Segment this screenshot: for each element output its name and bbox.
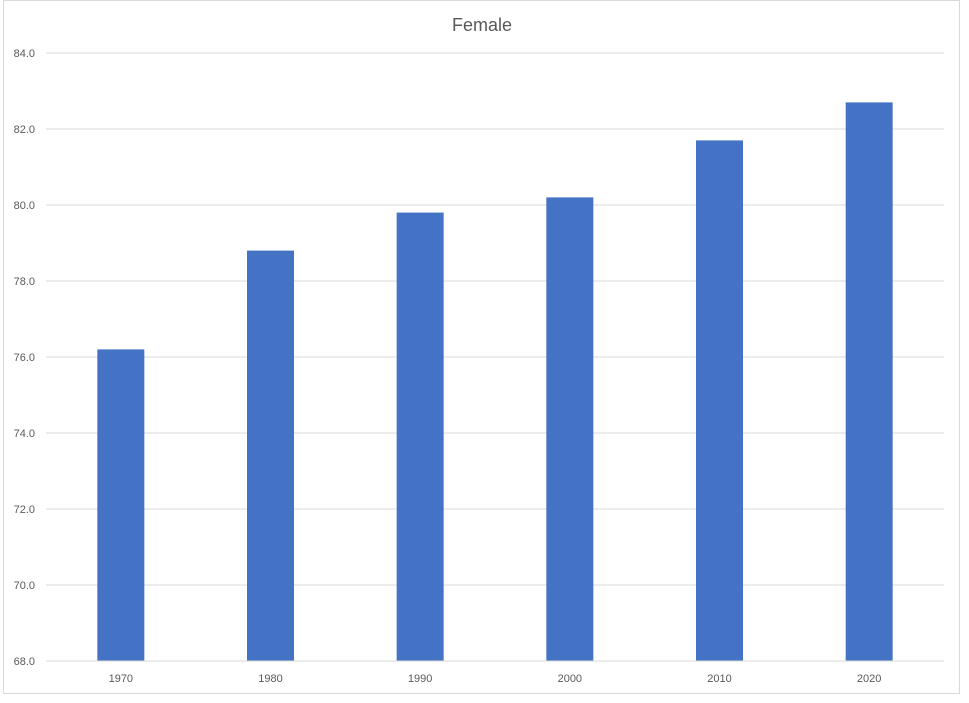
y-tick-label: 82.0 — [14, 124, 35, 136]
x-axis-tick-labels: 1970 1980 1990 2000 2010 2020 — [109, 673, 882, 685]
x-tick-label: 1970 — [109, 673, 133, 685]
y-tick-label: 80.0 — [14, 200, 35, 212]
x-tick-label: 2020 — [857, 673, 881, 685]
bars — [97, 102, 893, 661]
x-tick-label: 1990 — [408, 673, 432, 685]
bar-2000 — [546, 197, 594, 661]
x-tick-label: 2010 — [707, 673, 731, 685]
y-tick-label: 74.0 — [14, 428, 35, 440]
x-tick-label: 2000 — [558, 673, 582, 685]
bar-2020 — [845, 102, 893, 661]
bar-1980 — [247, 250, 294, 661]
gridlines — [46, 52, 944, 662]
y-axis-tick-labels: 68.0 70.0 72.0 74.0 76.0 78.0 80.0 82.0 84.0 — [14, 48, 35, 668]
bar-2010 — [696, 140, 743, 661]
y-tick-label: 76.0 — [14, 352, 35, 364]
y-tick-label: 70.0 — [14, 580, 35, 592]
bar-1970 — [97, 349, 145, 661]
chart-title: Female — [452, 15, 512, 35]
y-tick-label: 72.0 — [14, 504, 35, 516]
y-tick-label: 78.0 — [14, 276, 35, 288]
x-tick-label: 1980 — [258, 673, 282, 685]
y-tick-label: 68.0 — [14, 656, 35, 668]
bar-1990 — [396, 212, 444, 661]
y-tick-label: 84.0 — [14, 48, 35, 60]
chart-frame — [3, 0, 960, 694]
